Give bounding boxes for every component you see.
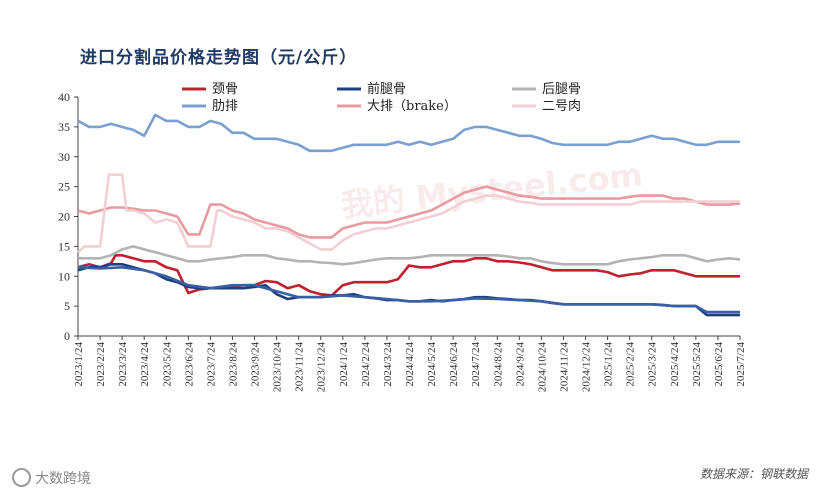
y-tick-label: 25 bbox=[58, 180, 70, 194]
x-tick-label: 2024/4/24 bbox=[404, 342, 416, 387]
x-tick-label: 2024/1/24 bbox=[338, 342, 350, 387]
x-tick-label: 2023/3/24 bbox=[117, 342, 129, 387]
x-tick-label: 2023/5/24 bbox=[161, 342, 173, 387]
source-note: 数据来源：钢联数据 bbox=[699, 467, 808, 481]
x-tick-label: 2023/1/24 bbox=[73, 342, 85, 387]
x-tick-label: 2025/2/24 bbox=[625, 342, 637, 387]
legend-label: 前腿骨 bbox=[367, 81, 406, 97]
y-tick-label: 5 bbox=[64, 299, 70, 313]
x-tick-label: 2024/6/24 bbox=[448, 342, 460, 387]
x-tick-label: 2023/11/24 bbox=[294, 342, 306, 392]
y-tick-label: 15 bbox=[58, 239, 70, 253]
x-tick-label: 2024/7/24 bbox=[470, 342, 482, 387]
series-line-5 bbox=[77, 173, 740, 254]
x-tick-label: 2023/4/24 bbox=[139, 342, 151, 387]
chart-title: 进口分割品价格走势图（元/公斤） bbox=[80, 48, 358, 68]
x-tick-label: 2025/3/24 bbox=[647, 342, 659, 387]
x-tick-label: 2023/2/24 bbox=[95, 342, 107, 387]
x-tick-label: 2025/7/24 bbox=[735, 342, 747, 387]
x-tick-label: 2024/3/24 bbox=[382, 342, 394, 387]
series-group bbox=[77, 113, 741, 317]
brand-icon bbox=[12, 468, 31, 487]
x-tick-label: 2025/5/24 bbox=[691, 342, 703, 387]
x-tick-label: 2023/6/24 bbox=[183, 342, 195, 387]
x-tick-label: 2024/2/24 bbox=[360, 342, 372, 387]
legend-label: 颈骨 bbox=[212, 82, 238, 97]
x-tick-label: 2023/9/24 bbox=[250, 342, 262, 387]
series-line-1 bbox=[77, 113, 740, 153]
legend-label: 后腿骨 bbox=[542, 82, 581, 97]
brand-text: 大数跨境 bbox=[35, 471, 91, 487]
y-tick-label: 0 bbox=[64, 329, 70, 343]
legend-label: 二号肉 bbox=[542, 99, 581, 114]
legend-label: 肋排 bbox=[212, 99, 238, 114]
x-tick-label: 2023/7/24 bbox=[205, 342, 217, 387]
x-tick-label: 2023/12/24 bbox=[316, 342, 328, 393]
x-tick-label: 2025/1/24 bbox=[603, 342, 615, 387]
y-tick-label: 20 bbox=[58, 210, 70, 224]
axes: 0 5 10 15 20 25 30 35 40 2023/1/24 2023/2/24 2023/3… bbox=[58, 90, 747, 392]
y-tick-label: 35 bbox=[58, 120, 70, 134]
series-line-4 bbox=[78, 245, 741, 266]
x-tick-label: 2025/6/24 bbox=[713, 342, 725, 387]
x-tick-label: 2023/10/24 bbox=[272, 342, 284, 393]
x-tick-label: 2024/11/24 bbox=[558, 342, 570, 392]
x-tick-label: 2024/10/24 bbox=[536, 342, 548, 393]
series-line-3 bbox=[77, 185, 741, 239]
x-tick-label: 2025/4/24 bbox=[669, 342, 681, 387]
x-tick-label: 2024/8/24 bbox=[492, 342, 504, 387]
y-tick-label: 10 bbox=[58, 269, 70, 283]
x-tick-label: 2024/9/24 bbox=[514, 342, 526, 387]
x-tick-label: 2023/8/24 bbox=[227, 342, 239, 387]
x-tick-label: 2024/5/24 bbox=[426, 342, 438, 387]
legend-label: 大排（brake） bbox=[367, 99, 457, 114]
brand-logo: 大数跨境 bbox=[12, 468, 91, 488]
y-tick-label: 30 bbox=[58, 150, 70, 164]
series-line-0 bbox=[77, 254, 740, 297]
y-tick-label: 40 bbox=[58, 90, 70, 104]
series-line-6 bbox=[77, 266, 740, 314]
x-tick-label: 2024/12/24 bbox=[581, 342, 593, 393]
